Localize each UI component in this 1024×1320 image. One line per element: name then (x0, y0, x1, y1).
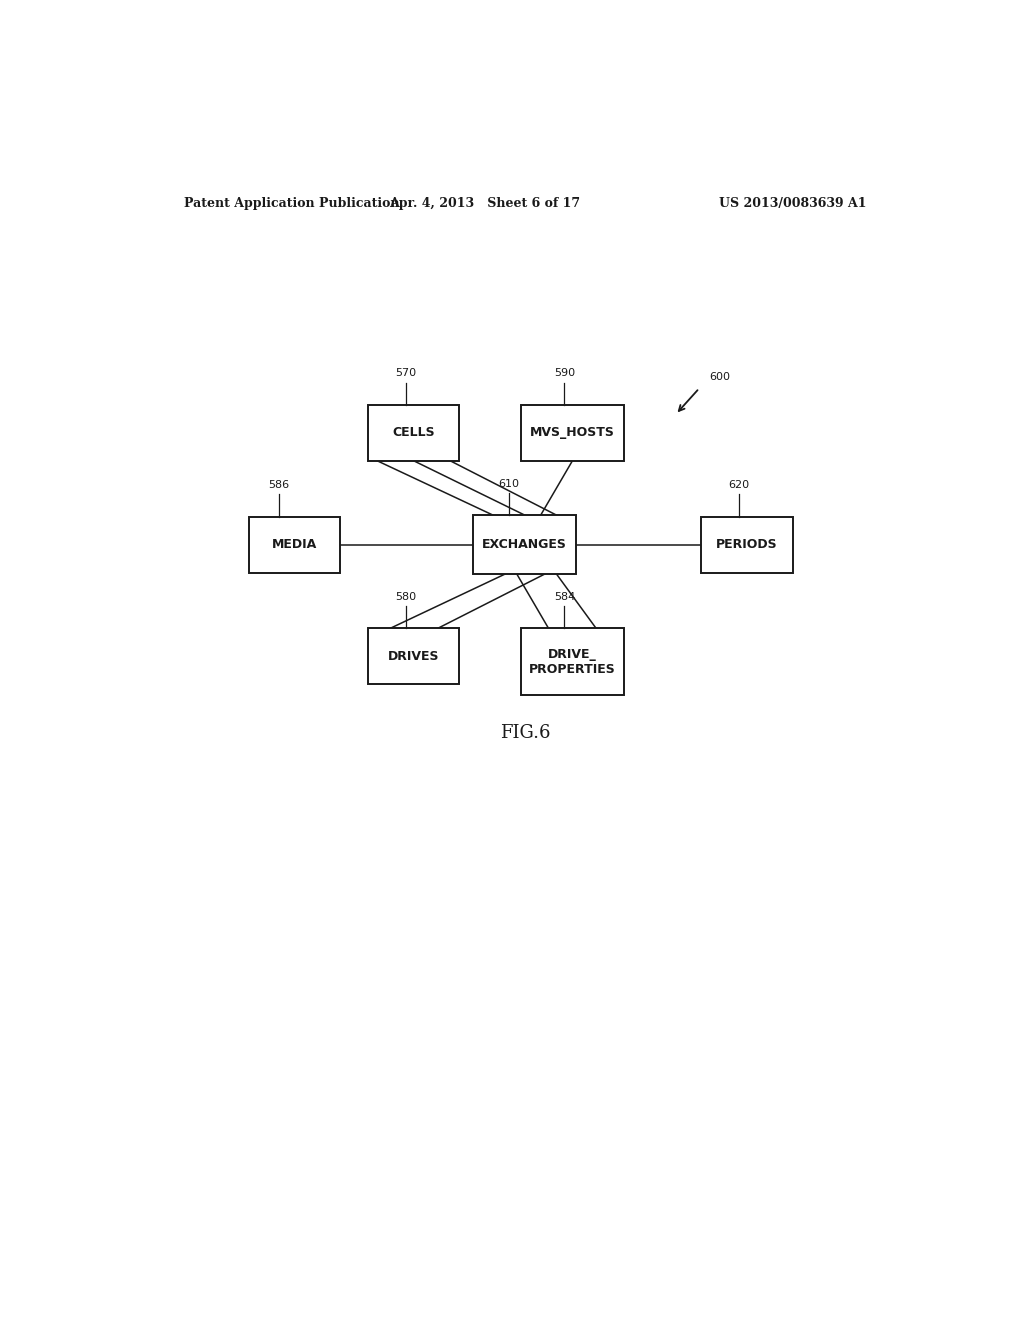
FancyBboxPatch shape (473, 515, 577, 574)
Text: 580: 580 (395, 593, 417, 602)
Text: 584: 584 (554, 593, 575, 602)
FancyBboxPatch shape (249, 516, 340, 573)
Text: Patent Application Publication: Patent Application Publication (183, 197, 399, 210)
Text: 586: 586 (268, 480, 290, 490)
Text: FIG.6: FIG.6 (500, 723, 550, 742)
Text: DRIVE_
PROPERTIES: DRIVE_ PROPERTIES (529, 648, 615, 676)
FancyBboxPatch shape (368, 405, 460, 461)
Text: US 2013/0083639 A1: US 2013/0083639 A1 (719, 197, 866, 210)
Text: PERIODS: PERIODS (716, 539, 778, 552)
Text: 610: 610 (499, 479, 519, 488)
Text: MVS_HOSTS: MVS_HOSTS (530, 426, 614, 440)
Text: 590: 590 (554, 368, 575, 379)
Text: 620: 620 (728, 480, 750, 490)
Text: EXCHANGES: EXCHANGES (482, 539, 567, 552)
Text: MEDIA: MEDIA (272, 539, 317, 552)
Text: DRIVES: DRIVES (388, 649, 439, 663)
FancyBboxPatch shape (368, 628, 460, 684)
Text: Apr. 4, 2013   Sheet 6 of 17: Apr. 4, 2013 Sheet 6 of 17 (389, 197, 581, 210)
Text: 570: 570 (395, 368, 417, 379)
FancyBboxPatch shape (521, 405, 624, 461)
Text: 600: 600 (709, 372, 730, 381)
FancyBboxPatch shape (521, 628, 624, 694)
Text: CELLS: CELLS (392, 426, 435, 440)
FancyBboxPatch shape (701, 516, 793, 573)
